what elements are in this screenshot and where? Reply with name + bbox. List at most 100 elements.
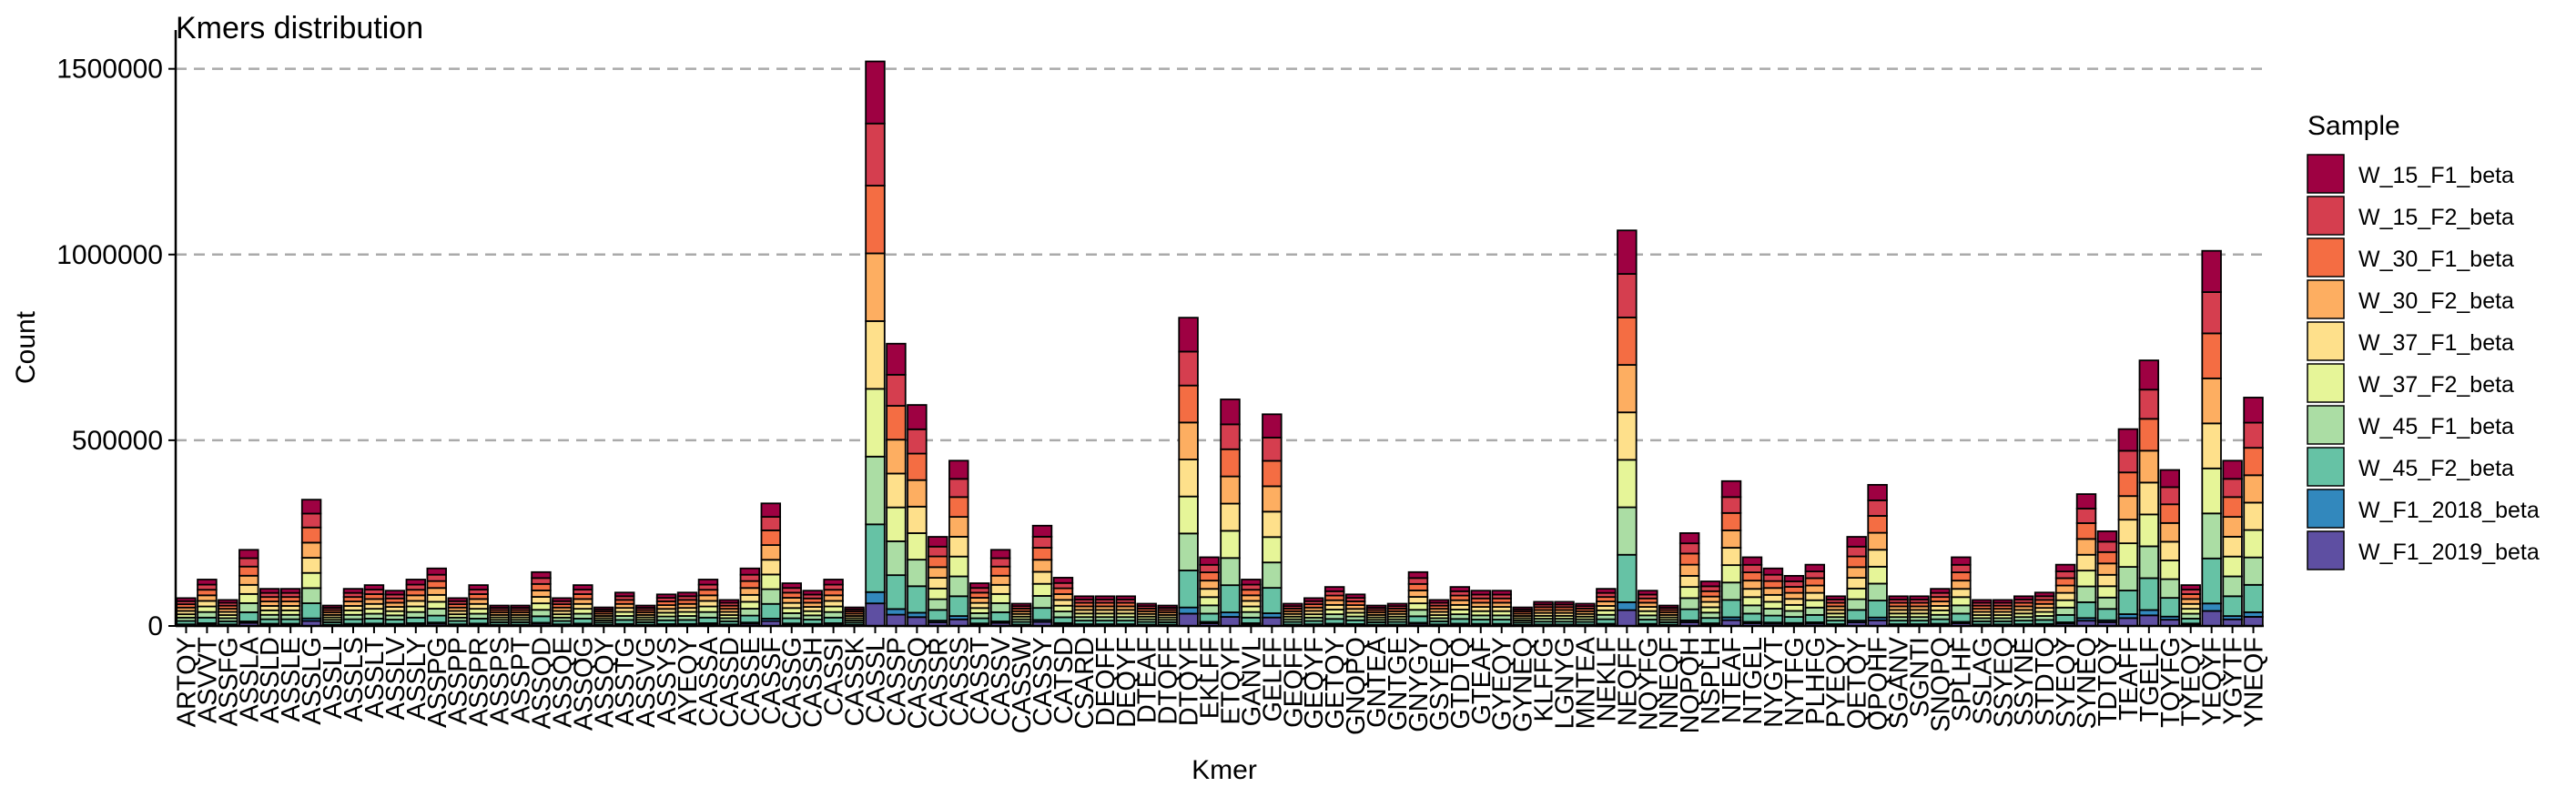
bar-segment xyxy=(760,544,782,561)
bar-segment xyxy=(1323,586,1345,592)
bar-segment xyxy=(2159,503,2180,524)
x-tick-label: CASSF xyxy=(757,637,786,725)
bar-segment xyxy=(1867,600,1888,619)
bar-segment xyxy=(907,505,928,534)
bar-segment xyxy=(531,602,552,611)
bar-segment xyxy=(1178,606,1199,615)
bar-segment xyxy=(238,565,259,577)
bar-segment xyxy=(697,605,719,613)
bar-segment xyxy=(2201,467,2222,515)
bar-segment xyxy=(531,570,552,580)
bar-segment xyxy=(1052,593,1074,601)
bar-segment xyxy=(2117,449,2139,474)
bar-segment xyxy=(593,606,614,610)
bar-segment xyxy=(1407,590,1429,598)
bar-segment xyxy=(2201,610,2222,627)
x-tick-label: DEQYF xyxy=(1112,637,1141,728)
bar-segment xyxy=(197,594,218,602)
bar-segment xyxy=(405,589,427,597)
x-tick-label: SNQPQ xyxy=(1926,637,1955,732)
bar-segment xyxy=(2243,529,2264,559)
bar-segment xyxy=(1178,459,1199,498)
x-tick-label: DTQFF xyxy=(1154,637,1183,725)
legend-swatch xyxy=(2307,530,2345,570)
bar-segment xyxy=(1031,595,1053,610)
x-tick-label: NNEQF xyxy=(1655,637,1684,730)
bar-segment xyxy=(1052,587,1074,595)
bar-segment xyxy=(197,600,218,608)
bar-segment xyxy=(1491,590,1512,596)
bar-segment xyxy=(300,499,322,515)
bar-segment xyxy=(865,590,886,605)
bar-segment xyxy=(1512,606,1533,610)
bar-segment xyxy=(2075,553,2097,572)
x-tick-label: ASSLD xyxy=(256,637,285,723)
bar-segment xyxy=(2138,418,2160,452)
bar-segment xyxy=(300,587,322,604)
bar-segment xyxy=(1617,506,1638,556)
bar-segment xyxy=(1867,483,1888,501)
bar-segment xyxy=(823,616,844,624)
x-tick-label: TGELF xyxy=(2135,637,2165,721)
bar-segment xyxy=(948,595,969,618)
bar-segment xyxy=(1407,596,1429,605)
bar-segment xyxy=(2096,585,2118,599)
x-tick-label: ETQYF xyxy=(1216,637,1245,725)
bar-segment xyxy=(907,479,928,508)
x-tick-label: GNYGY xyxy=(1405,637,1434,732)
bar-segment xyxy=(823,600,844,608)
bar-segment xyxy=(886,608,907,616)
bar-segment xyxy=(321,604,343,609)
bar-segment xyxy=(2201,422,2222,469)
x-tick-label: ASVVT xyxy=(193,637,222,723)
bar-segment xyxy=(948,516,969,538)
bar-segment xyxy=(1741,571,1763,582)
bar-segment xyxy=(1867,515,1888,534)
bar-segment xyxy=(1951,596,1972,607)
x-tick-label: CASSK xyxy=(841,636,870,726)
bar-segment xyxy=(1533,600,1554,606)
bar-segment xyxy=(1825,595,1846,600)
bar-segment xyxy=(1407,577,1429,585)
x-tick-label: SSYNE xyxy=(2010,637,2039,726)
bar-segment xyxy=(1762,600,1784,610)
bar-segment xyxy=(1617,229,1638,275)
bar-segment xyxy=(1386,602,1408,608)
bar-segment xyxy=(1846,577,1867,590)
bar-segment xyxy=(844,606,865,610)
bar-segment xyxy=(1678,542,1700,555)
bar-segment xyxy=(2117,519,2139,545)
bar-segment xyxy=(823,589,844,597)
x-tick-label: ASSVG xyxy=(632,637,661,728)
bar-segment xyxy=(1010,602,1032,608)
bar-segment xyxy=(1031,536,1053,549)
bar-segment xyxy=(531,577,552,585)
legend-label: W_30_F1_beta xyxy=(2358,247,2514,272)
bar-segment xyxy=(300,512,322,529)
bar-segment xyxy=(1031,559,1053,573)
x-axis-title: Kmer xyxy=(1192,755,1257,785)
bar-segment xyxy=(1178,612,1199,627)
bar-segment xyxy=(886,472,907,509)
bar-segment xyxy=(907,616,928,627)
bar-segment xyxy=(2138,481,2160,516)
legend-swatch xyxy=(2307,321,2345,361)
bar-segment xyxy=(1804,577,1826,587)
bar-segment xyxy=(1199,563,1220,573)
legend-label: W_15_F2_beta xyxy=(2358,205,2514,230)
bar-segment xyxy=(739,614,761,624)
x-tick-label: SGNTI xyxy=(1905,637,1934,718)
bar-segment xyxy=(1720,496,1742,514)
bar-segment xyxy=(1846,587,1867,600)
bar-segment xyxy=(1951,604,1972,615)
bar-segment xyxy=(2054,584,2076,594)
x-tick-label: GYEQY xyxy=(1488,637,1517,731)
bar-segment xyxy=(405,594,427,602)
bar-segment xyxy=(1241,594,1262,602)
bar-segment xyxy=(1741,612,1763,623)
bar-segment xyxy=(1762,614,1784,624)
x-tick-label: SSYEQ xyxy=(1989,637,2018,728)
bar-segment xyxy=(363,584,385,590)
bar-segment xyxy=(1720,599,1742,619)
bar-segment xyxy=(1638,590,1658,596)
